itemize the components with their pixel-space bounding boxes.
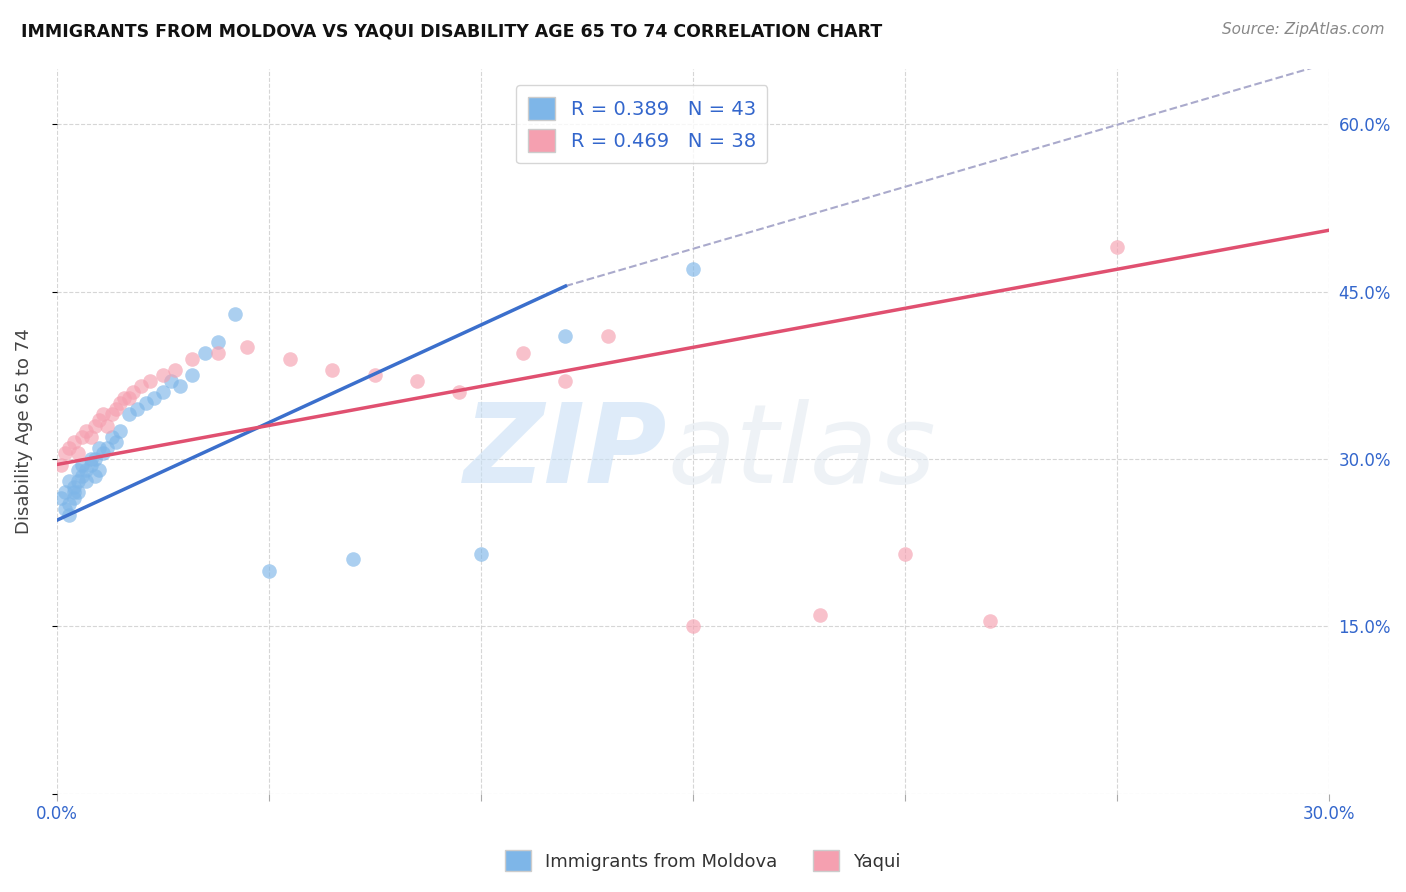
Point <box>96 418 118 433</box>
Point <box>122 385 145 400</box>
Text: ZIP: ZIP <box>464 400 668 507</box>
Point <box>87 413 110 427</box>
Point <box>596 329 619 343</box>
Point <box>96 441 118 455</box>
Point <box>131 379 153 393</box>
Point <box>194 346 217 360</box>
Point <box>363 368 385 383</box>
Point <box>554 374 576 388</box>
Point <box>49 491 72 505</box>
Point <box>75 424 97 438</box>
Point <box>512 346 534 360</box>
Point <box>160 374 183 388</box>
Point <box>110 396 132 410</box>
Point <box>181 351 204 366</box>
Point <box>53 446 76 460</box>
Point <box>152 368 174 383</box>
Point <box>682 619 704 633</box>
Point <box>135 396 157 410</box>
Point <box>53 502 76 516</box>
Point <box>682 262 704 277</box>
Point <box>181 368 204 383</box>
Point <box>75 463 97 477</box>
Point <box>169 379 191 393</box>
Point <box>100 408 122 422</box>
Point <box>118 408 141 422</box>
Point <box>110 424 132 438</box>
Point <box>79 458 101 472</box>
Point <box>79 430 101 444</box>
Point <box>70 458 93 472</box>
Point <box>152 385 174 400</box>
Text: IMMIGRANTS FROM MOLDOVA VS YAQUI DISABILITY AGE 65 TO 74 CORRELATION CHART: IMMIGRANTS FROM MOLDOVA VS YAQUI DISABIL… <box>21 22 883 40</box>
Point <box>808 608 831 623</box>
Point <box>236 340 259 354</box>
Point <box>449 385 471 400</box>
Point <box>224 307 246 321</box>
Point <box>470 547 492 561</box>
Point <box>207 334 229 349</box>
Point <box>118 391 141 405</box>
Point <box>83 452 105 467</box>
Point <box>70 468 93 483</box>
Point <box>342 552 364 566</box>
Point <box>104 435 127 450</box>
Point <box>114 391 136 405</box>
Point <box>139 374 162 388</box>
Point <box>257 564 280 578</box>
Y-axis label: Disability Age 65 to 74: Disability Age 65 to 74 <box>15 328 32 534</box>
Point <box>278 351 301 366</box>
Point <box>66 475 89 489</box>
Point <box>127 401 149 416</box>
Point <box>58 475 80 489</box>
Point <box>58 508 80 522</box>
Point <box>62 435 84 450</box>
Point <box>58 497 80 511</box>
Text: Source: ZipAtlas.com: Source: ZipAtlas.com <box>1222 22 1385 37</box>
Point <box>979 614 1001 628</box>
Point <box>53 485 76 500</box>
Point <box>165 363 187 377</box>
Point <box>554 329 576 343</box>
Point <box>100 430 122 444</box>
Point <box>62 485 84 500</box>
Text: atlas: atlas <box>668 400 936 507</box>
Point <box>87 463 110 477</box>
Point <box>1105 240 1128 254</box>
Point <box>104 401 127 416</box>
Legend: R = 0.389   N = 43, R = 0.469   N = 38: R = 0.389 N = 43, R = 0.469 N = 38 <box>516 86 768 163</box>
Point <box>406 374 429 388</box>
Point <box>143 391 166 405</box>
Point <box>91 446 114 460</box>
Point <box>83 418 105 433</box>
Point <box>207 346 229 360</box>
Point <box>893 547 915 561</box>
Point <box>83 468 105 483</box>
Point <box>66 463 89 477</box>
Point <box>62 491 84 505</box>
Point <box>49 458 72 472</box>
Point <box>79 452 101 467</box>
Point <box>321 363 343 377</box>
Point <box>87 441 110 455</box>
Point <box>62 480 84 494</box>
Point <box>58 441 80 455</box>
Legend: Immigrants from Moldova, Yaqui: Immigrants from Moldova, Yaqui <box>498 843 908 879</box>
Point <box>91 408 114 422</box>
Point <box>75 475 97 489</box>
Point <box>66 446 89 460</box>
Point <box>70 430 93 444</box>
Point <box>66 485 89 500</box>
